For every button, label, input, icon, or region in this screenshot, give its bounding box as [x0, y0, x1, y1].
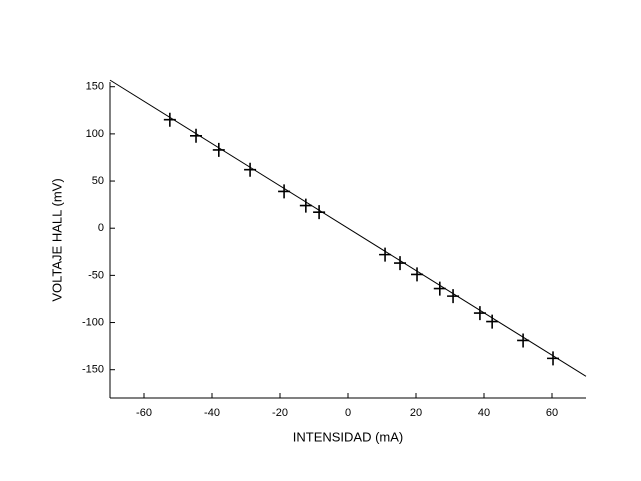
data-point [433, 281, 446, 296]
y-tick-label: -150 [82, 364, 104, 376]
data-point [411, 267, 424, 282]
y-axis-label: VOLTAJE HALL (mV) [49, 178, 64, 301]
data-point [212, 142, 225, 157]
data-point [517, 333, 530, 348]
data-point [473, 306, 486, 321]
data-point [163, 112, 176, 127]
fit-line [109, 79, 587, 377]
data-point [190, 128, 203, 143]
x-tick-label: -20 [272, 407, 288, 419]
data-point [379, 247, 392, 262]
data-point [394, 256, 407, 271]
y-tick-label: 0 [98, 222, 104, 234]
data-point [244, 162, 257, 177]
data-point [447, 289, 460, 304]
y-tick-label: 100 [86, 128, 104, 140]
x-tick-label: 0 [345, 407, 351, 419]
data-point [547, 351, 560, 366]
x-tick-label: -40 [204, 407, 220, 419]
x-axis-label: INTENSIDAD (mA) [293, 429, 404, 444]
y-tick-label: 150 [86, 81, 104, 93]
data-point [486, 314, 499, 329]
data-point [299, 198, 312, 213]
y-tick-label: -100 [82, 316, 104, 328]
x-tick-label: 20 [410, 407, 422, 419]
y-tick-label: 50 [92, 175, 104, 187]
x-tick-label: -60 [136, 407, 152, 419]
x-tick-label: 40 [478, 407, 490, 419]
data-point [278, 184, 291, 199]
y-tick-label: -50 [88, 269, 104, 281]
x-tick-label: 60 [546, 407, 558, 419]
data-point [313, 205, 326, 220]
